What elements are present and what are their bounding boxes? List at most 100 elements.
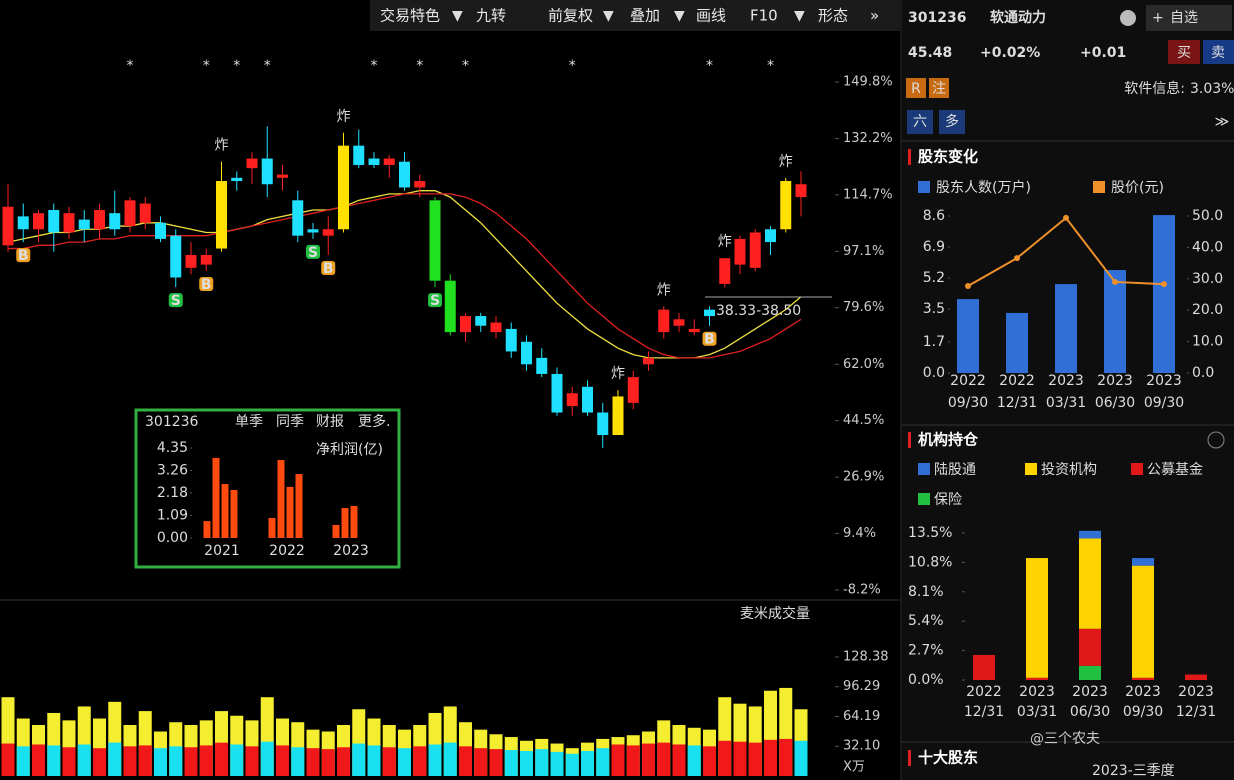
tab-label[interactable]: 多	[945, 113, 959, 130]
price-point	[965, 283, 971, 290]
y2-tick-label: 40.0	[1192, 239, 1223, 255]
y-tick-label: 3.5	[923, 301, 945, 317]
toolbar-button[interactable]: 交易特色	[380, 7, 440, 25]
watch-label[interactable]: 自选	[1170, 10, 1198, 26]
profit-bar	[350, 505, 358, 538]
tab-box[interactable]	[907, 110, 933, 134]
candle-body	[795, 184, 807, 198]
x-tick-label: 09/30	[1123, 704, 1163, 720]
signal-label: S	[171, 293, 181, 309]
candle-body	[734, 238, 746, 265]
volume-base-bar	[474, 748, 488, 776]
volume-base-bar	[459, 746, 472, 776]
holding-segment	[1079, 530, 1101, 539]
y-tick-label: 44.5%	[843, 413, 884, 428]
signal-badge	[321, 260, 336, 275]
volume-base-bar	[565, 753, 579, 776]
volume-base-bar	[352, 743, 366, 776]
expand-icon[interactable]: ≫	[1215, 114, 1230, 130]
candle-body	[444, 280, 456, 333]
signal-label: S	[308, 245, 318, 261]
signal-badge	[168, 293, 183, 308]
x-tick-label: 2023	[1178, 684, 1214, 700]
legend-swatch	[1093, 181, 1105, 193]
finance-tab[interactable]: 同季	[276, 414, 304, 430]
candle-body	[261, 158, 273, 185]
bell-icon[interactable]	[1120, 10, 1136, 26]
profit-bar	[221, 484, 229, 538]
y-tick-label: 62.0%	[843, 357, 884, 372]
legend-label: 公募基金	[1147, 461, 1203, 478]
y2-tick-label: 30.0	[1192, 271, 1223, 287]
volume-title: 麦米成交量	[740, 605, 810, 622]
candle-body	[536, 357, 548, 374]
candle-body	[109, 213, 121, 230]
signal-label: B	[201, 277, 212, 293]
finance-code: 301236	[145, 414, 199, 430]
signal-badge	[428, 293, 442, 308]
star-marker: *	[371, 58, 378, 74]
toolbar-button[interactable]: 形态	[818, 7, 848, 25]
profit-bar	[341, 508, 349, 538]
star-marker: *	[203, 58, 210, 74]
stock-code: 301236	[908, 10, 966, 26]
finance-tab[interactable]: 更多.	[358, 413, 390, 430]
y-tick-label: 3.26	[157, 463, 188, 479]
toolbar-button[interactable]: 叠加	[630, 7, 660, 25]
y-tick-label: 32.10	[843, 739, 880, 754]
y-tick-label: 9.4%	[843, 526, 876, 541]
buy-label[interactable]: 买	[1177, 45, 1191, 61]
y-tick-label: 2.18	[157, 485, 188, 501]
toolbar-button[interactable]: F10	[750, 7, 778, 25]
sell-label[interactable]: 卖	[1211, 45, 1225, 61]
y-tick-label: 13.5%	[908, 525, 952, 541]
candle-body	[612, 396, 624, 436]
volume-base-bar	[764, 739, 777, 776]
candle-body	[643, 357, 654, 365]
sell-button[interactable]	[1203, 40, 1234, 64]
candle-body	[658, 309, 670, 333]
star-marker: *	[416, 58, 423, 74]
more-icon[interactable]: »	[870, 7, 879, 25]
y-tick-label: 26.9%	[843, 470, 884, 485]
legend-swatch	[1131, 463, 1143, 475]
toolbar-button[interactable]: 九转	[476, 7, 506, 25]
tab-box[interactable]	[939, 110, 965, 134]
candle-body	[124, 200, 136, 227]
holding-segment	[1185, 674, 1207, 680]
y2-tick-label: 0.0	[1192, 365, 1214, 381]
section-title: 股东变化	[918, 148, 978, 166]
candle-body	[429, 200, 441, 281]
star-marker: *	[767, 58, 774, 74]
section-title: 机构持仓	[918, 431, 979, 449]
signal-label: 炸	[215, 138, 229, 154]
info-label: 软件信息:	[1124, 80, 1185, 97]
candle-body	[475, 316, 487, 326]
legend-swatch	[1025, 463, 1037, 475]
finance-tab[interactable]: 单季	[235, 414, 263, 430]
toolbar-button[interactable]: 画线	[696, 7, 726, 25]
dropdown-arrow: ▼	[674, 8, 685, 24]
star-marker: *	[233, 58, 240, 74]
tab-label[interactable]: 六	[913, 114, 927, 130]
volume-base-bar	[184, 747, 198, 776]
x-tick-label: 2022	[999, 373, 1035, 389]
volume-base-bar	[306, 748, 320, 776]
buy-button[interactable]	[1168, 40, 1200, 64]
x-tick-label: 2023	[1146, 373, 1182, 389]
volume-base-bar	[520, 750, 533, 776]
watch-button[interactable]	[1146, 5, 1232, 31]
x-tick-label: 2023	[1072, 684, 1108, 700]
volume-base-bar	[245, 746, 259, 776]
holder-bar	[1006, 312, 1028, 373]
candle-body	[155, 222, 166, 239]
volume-base-bar	[687, 745, 701, 776]
finance-tab[interactable]: 财报	[316, 414, 344, 430]
x-tick-label: 2023	[1019, 684, 1055, 700]
toolbar-button[interactable]: 前复权	[548, 7, 593, 25]
candle-body	[277, 174, 288, 178]
candle-body	[383, 158, 395, 165]
help-icon[interactable]	[1207, 431, 1225, 449]
y-tick-label: 1.09	[157, 507, 188, 523]
profit-bar	[295, 474, 303, 538]
